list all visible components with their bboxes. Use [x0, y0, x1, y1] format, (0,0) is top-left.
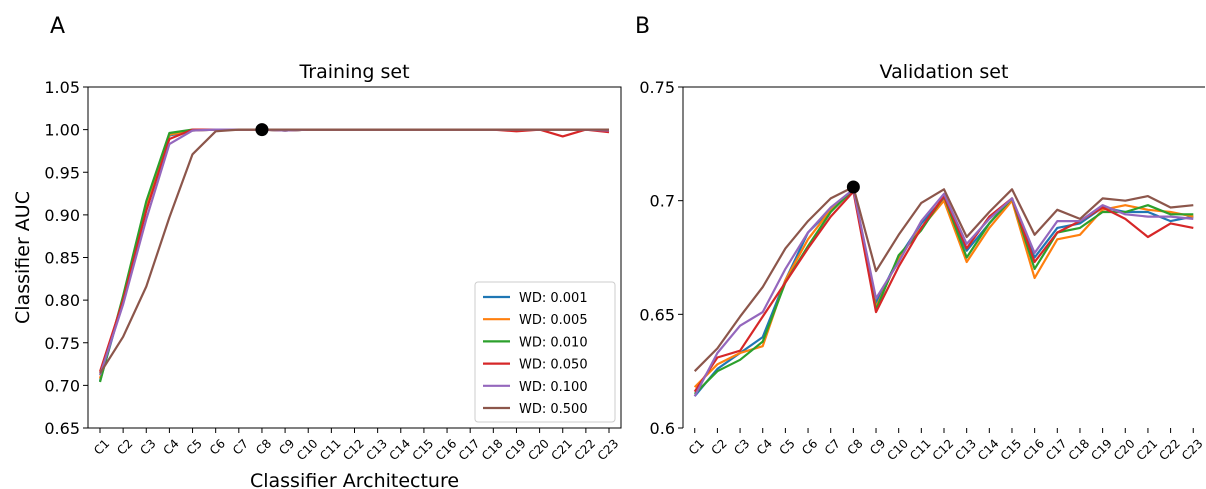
series-line-6	[693, 185, 1194, 372]
x-tick-label: C14	[386, 436, 413, 463]
y-axis-label: Classifier AUC	[12, 191, 34, 324]
y-tick-label: 0.90	[44, 206, 80, 225]
x-tick-label: C3	[731, 436, 752, 457]
x-tick-label: C23	[595, 436, 622, 463]
series-line-3	[693, 188, 1194, 395]
x-tick-label: C19	[1088, 436, 1115, 463]
x-tick-label: C19	[502, 436, 529, 463]
x-tick-label: C7	[230, 436, 251, 457]
legend-label: WD: 0.100	[519, 380, 588, 395]
x-axis-label: Classifier Architecture	[250, 470, 459, 489]
legend-label: WD: 0.010	[519, 335, 588, 350]
x-tick-label: C1	[91, 436, 112, 457]
x-tick-label: C2	[114, 436, 135, 457]
training-chart: Training set 0.65 0.70 0.75 0.80 0.85 0.90 0.95…	[12, 61, 622, 489]
x-tick-label: C20	[1111, 436, 1138, 463]
legend-label: WD: 0.050	[519, 358, 588, 373]
x-tick-label: C5	[184, 436, 205, 457]
x-tick-label: C6	[799, 436, 820, 457]
x-tick-label: C17	[456, 436, 483, 463]
series-line-1	[693, 188, 1194, 397]
x-tick-label: C3	[137, 436, 158, 457]
x-tick-label: C1	[686, 436, 707, 457]
series-line-4	[693, 190, 1194, 393]
legend-label: WD: 0.005	[519, 313, 588, 328]
y-tick-label: 1.05	[44, 78, 80, 97]
panel-letter-b: B	[635, 14, 650, 39]
x-tick-label: C13	[952, 436, 979, 463]
series-line-5	[693, 188, 1194, 397]
x-tick-label: C16	[1020, 436, 1047, 463]
y-tick-label: 1.00	[44, 121, 80, 140]
x-tick-label: C17	[1043, 436, 1070, 463]
y-tick-label: 0.65	[639, 305, 675, 324]
x-tick-label: C12	[340, 436, 367, 463]
x-tick-label: C22	[1156, 436, 1183, 463]
y-tick-label: 0.70	[44, 376, 80, 395]
y-tick-label: 0.6	[650, 419, 675, 438]
x-tick-label: C15	[998, 436, 1025, 463]
x-tick-label: C11	[317, 436, 344, 463]
y-tick-label: 0.80	[44, 291, 80, 310]
x-tick-label: C8	[253, 436, 274, 457]
legend-label: WD: 0.001	[519, 291, 588, 306]
x-tick-label: C12	[930, 436, 957, 463]
x-tick-label: C11	[907, 436, 934, 463]
x-tick-label: C13	[363, 436, 390, 463]
x-tick-label: C14	[975, 436, 1002, 463]
x-tick-label: C20	[525, 436, 552, 463]
chart-title: Training set	[298, 61, 409, 83]
x-tick-label: C4	[754, 436, 775, 457]
x-tick-label: C22	[572, 436, 599, 463]
x-tick-label: C21	[548, 436, 575, 463]
legend-box	[474, 281, 616, 423]
validation-chart: Validation set 0.6 0.65 0.7 0.75 C1 C2 C3 C4 C5 C6…	[639, 61, 1205, 463]
y-tick-label: 0.85	[44, 249, 80, 268]
x-tick-label: C4	[161, 436, 182, 457]
x-tick-label: C10	[294, 436, 321, 463]
x-tick-label: C18	[1066, 436, 1093, 463]
y-tick-label: 0.95	[44, 163, 80, 182]
x-tick-label: C7	[822, 436, 843, 457]
x-tick-label: C10	[884, 436, 911, 463]
y-tick-label: 0.7	[650, 192, 675, 211]
series-line-2	[693, 188, 1194, 388]
x-tick-label: C15	[410, 436, 437, 463]
best-model-marker	[255, 123, 269, 137]
y-tick-label: 0.75	[639, 78, 675, 97]
x-tick-label: C6	[207, 436, 228, 457]
legend-label: WD: 0.500	[519, 402, 588, 417]
x-tick-label: C16	[433, 436, 460, 463]
x-tick-label: C18	[479, 436, 506, 463]
x-tick-label: C2	[709, 436, 730, 457]
best-model-marker	[846, 180, 860, 194]
y-tick-label: 0.75	[44, 334, 80, 353]
x-tick-label: C5	[777, 436, 798, 457]
x-tick-label: C8	[844, 436, 865, 457]
x-tick-label: C21	[1134, 436, 1161, 463]
panel-letter-a: A	[50, 14, 65, 39]
x-tick-label: C23	[1179, 436, 1206, 463]
chart-title: Validation set	[880, 61, 1009, 83]
series-line-6	[99, 128, 609, 374]
y-tick-label: 0.65	[44, 419, 80, 438]
